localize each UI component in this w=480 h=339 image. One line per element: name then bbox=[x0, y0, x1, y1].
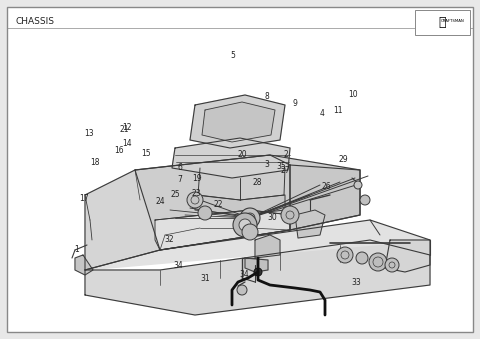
Text: 24: 24 bbox=[156, 197, 166, 206]
Circle shape bbox=[385, 258, 399, 272]
Text: 34: 34 bbox=[239, 270, 249, 279]
Text: CRAFTSMAN: CRAFTSMAN bbox=[441, 19, 465, 23]
Text: 10: 10 bbox=[348, 91, 358, 99]
Polygon shape bbox=[85, 240, 430, 315]
Text: 9: 9 bbox=[293, 99, 298, 108]
Circle shape bbox=[233, 213, 257, 237]
Text: 30: 30 bbox=[268, 213, 277, 222]
Text: 27: 27 bbox=[281, 166, 290, 175]
Circle shape bbox=[254, 268, 262, 276]
Polygon shape bbox=[85, 155, 290, 270]
Polygon shape bbox=[202, 102, 275, 142]
Text: 5: 5 bbox=[230, 52, 235, 60]
Polygon shape bbox=[172, 138, 290, 178]
Circle shape bbox=[360, 195, 370, 205]
Circle shape bbox=[237, 285, 247, 295]
Polygon shape bbox=[245, 258, 268, 272]
Circle shape bbox=[240, 208, 260, 228]
Circle shape bbox=[242, 224, 258, 240]
Circle shape bbox=[354, 181, 362, 189]
Text: 8: 8 bbox=[264, 92, 269, 101]
Circle shape bbox=[239, 219, 251, 231]
Text: 6: 6 bbox=[178, 163, 182, 172]
Text: 16: 16 bbox=[114, 146, 124, 155]
Text: 14: 14 bbox=[122, 139, 132, 147]
Text: 7: 7 bbox=[178, 175, 182, 184]
Polygon shape bbox=[295, 210, 325, 238]
Polygon shape bbox=[155, 210, 290, 250]
Text: 29: 29 bbox=[338, 155, 348, 164]
Text: 3: 3 bbox=[264, 160, 269, 169]
Circle shape bbox=[356, 252, 368, 264]
Text: 15: 15 bbox=[142, 149, 151, 158]
Circle shape bbox=[187, 192, 203, 208]
Polygon shape bbox=[195, 195, 285, 215]
Text: 4: 4 bbox=[319, 109, 324, 118]
Text: 22: 22 bbox=[214, 200, 223, 208]
Text: 12: 12 bbox=[122, 123, 132, 132]
Polygon shape bbox=[75, 255, 93, 275]
Polygon shape bbox=[255, 235, 280, 258]
Text: 32: 32 bbox=[165, 235, 174, 244]
Text: 2: 2 bbox=[283, 150, 288, 159]
Text: 26: 26 bbox=[322, 182, 331, 191]
Text: 19: 19 bbox=[192, 175, 202, 183]
Text: 🐆: 🐆 bbox=[438, 16, 446, 28]
Polygon shape bbox=[385, 240, 430, 272]
Text: 33: 33 bbox=[352, 278, 361, 286]
Text: 34: 34 bbox=[174, 261, 183, 270]
Text: 13: 13 bbox=[84, 129, 94, 138]
Circle shape bbox=[337, 247, 353, 263]
Bar bbox=[415, 10, 470, 35]
Circle shape bbox=[198, 206, 212, 220]
Text: 28: 28 bbox=[252, 178, 262, 187]
Polygon shape bbox=[290, 165, 360, 230]
Text: 20: 20 bbox=[238, 151, 247, 159]
Text: 23: 23 bbox=[192, 189, 202, 198]
Circle shape bbox=[369, 253, 387, 271]
Text: 1: 1 bbox=[74, 245, 79, 254]
Text: 31: 31 bbox=[201, 274, 210, 283]
Text: 25: 25 bbox=[170, 190, 180, 199]
Text: 17: 17 bbox=[79, 194, 89, 203]
Polygon shape bbox=[190, 95, 285, 148]
Polygon shape bbox=[85, 220, 430, 270]
Text: 11: 11 bbox=[334, 106, 343, 115]
Text: 18: 18 bbox=[90, 158, 100, 166]
Text: 35: 35 bbox=[277, 162, 287, 171]
Text: 21: 21 bbox=[119, 125, 129, 134]
Polygon shape bbox=[135, 155, 360, 250]
Text: CHASSIS: CHASSIS bbox=[15, 17, 54, 25]
Circle shape bbox=[281, 206, 299, 224]
